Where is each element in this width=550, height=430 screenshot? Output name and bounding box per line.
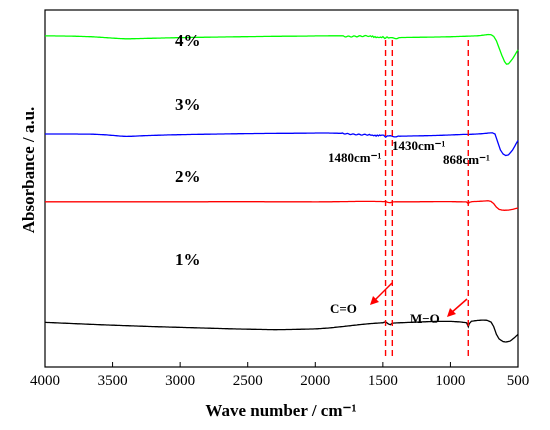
- arrow-mo: [450, 298, 468, 314]
- peak-label-868: 868cm⁻¹: [443, 152, 490, 167]
- x-axis-title: Wave number / cm⁻¹: [205, 401, 356, 420]
- series-line-4: [44, 33, 519, 65]
- series-label-1: 1%: [175, 250, 201, 269]
- peak-label-1480: 1480cm⁻¹: [328, 150, 381, 165]
- x-tick-label: 4000: [30, 373, 60, 389]
- x-tick-label: 1000: [435, 373, 465, 389]
- x-tick-label: 1500: [368, 373, 398, 389]
- x-tick-label: 3000: [165, 373, 195, 389]
- arrowhead-mo: [447, 308, 456, 317]
- arrow-co: [373, 282, 393, 302]
- peak-label-1430: 1430cm⁻¹: [392, 138, 445, 153]
- x-axis-ticks: 4000 3500 3000 2500 2000 1500 1000 500: [30, 362, 529, 389]
- annotation-co: C=O: [330, 282, 393, 316]
- series-line-2: [45, 200, 519, 211]
- series-line-3: [45, 132, 519, 157]
- series-line-1: [45, 319, 519, 343]
- series-label-3: 3%: [175, 95, 201, 114]
- annotation-mo: M−O: [410, 298, 468, 326]
- x-tick-label: 2000: [300, 373, 330, 389]
- y-axis-title: Absorbance / a.u.: [19, 107, 38, 234]
- x-tick-label: 500: [507, 373, 530, 389]
- annotation-co-label: C=O: [330, 301, 357, 316]
- series-label-2: 2%: [175, 167, 201, 186]
- series-label-4: 4%: [175, 31, 201, 50]
- x-tick-label: 2500: [233, 373, 263, 389]
- plot-area-frame: [44, 9, 519, 368]
- arrowhead-co: [370, 296, 379, 305]
- x-tick-label: 3500: [98, 373, 128, 389]
- reference-lines: [384, 40, 469, 356]
- annotation-mo-label: M−O: [410, 311, 440, 326]
- series-layer: [44, 33, 519, 343]
